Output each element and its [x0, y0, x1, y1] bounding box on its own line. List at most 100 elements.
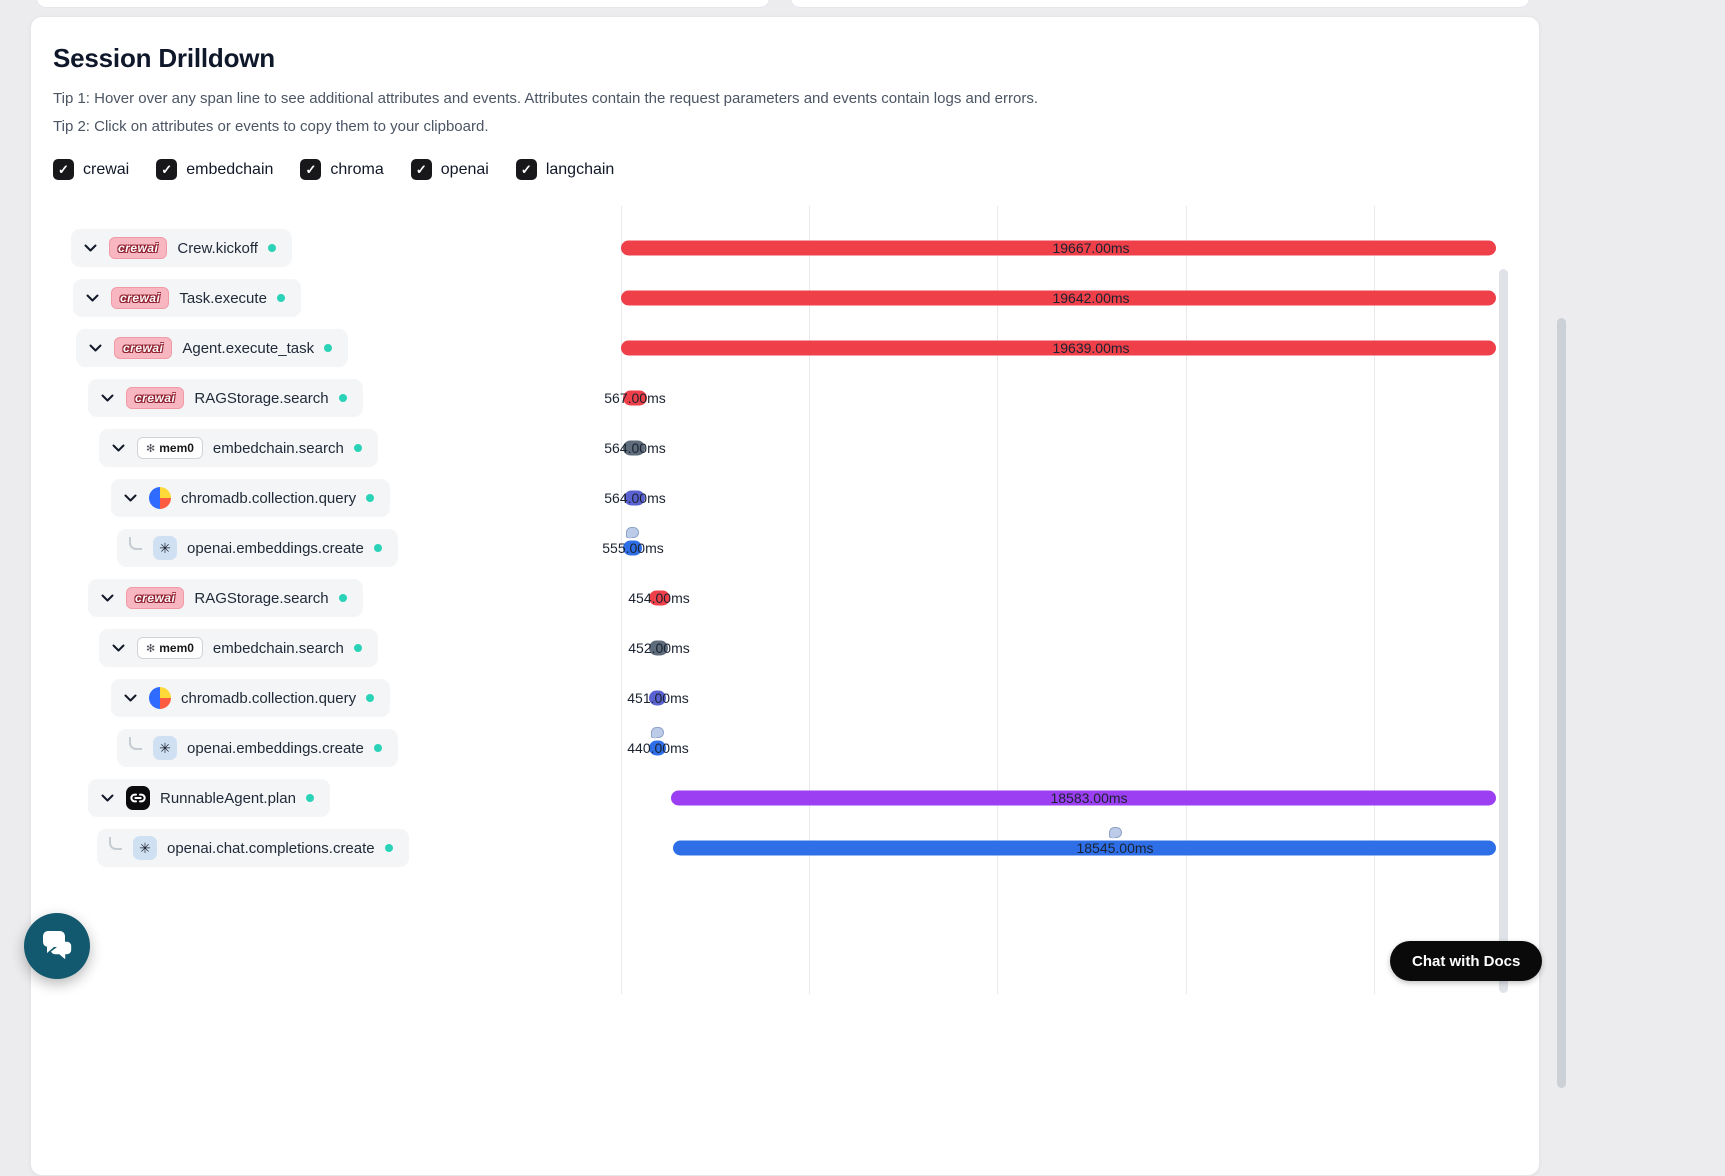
page-scrollbar[interactable]	[1557, 318, 1566, 1088]
span-bar[interactable]	[649, 740, 666, 756]
span-name: embedchain.search	[212, 439, 344, 457]
span-label-pill[interactable]: crewai Agent.execute_task	[76, 329, 349, 367]
span-row: crewai Task.execute 19642.00ms	[71, 273, 1517, 323]
chroma-logo	[149, 487, 171, 509]
checkbox-checked-icon[interactable]: ✓	[300, 159, 322, 180]
checkbox-checked-icon[interactable]: ✓	[515, 159, 537, 180]
span-bar[interactable]	[673, 840, 1496, 856]
span-row: crewai Agent.execute_task 19639.00ms	[71, 323, 1517, 373]
span-bar[interactable]	[623, 390, 647, 406]
tree-elbow-connector	[129, 737, 142, 750]
chat-widget-button[interactable]	[24, 913, 90, 979]
span-duration: 564.00ms	[604, 440, 666, 456]
span-label-pill[interactable]: chromadb.collection.query	[111, 479, 391, 517]
timeline-gridline	[809, 206, 810, 994]
span-label-pill[interactable]: chromadb.collection.query	[111, 679, 391, 717]
span-label-pill[interactable]: RunnableAgent.plan	[88, 779, 330, 817]
openai-logo: ✳	[133, 836, 157, 860]
openai-logo: ✳	[153, 736, 177, 760]
checkbox-checked-icon[interactable]: ✓	[53, 159, 74, 180]
span-label-pill[interactable]: ✻ mem0 embedchain.search	[99, 429, 378, 467]
span-name: chromadb.collection.query	[181, 689, 357, 707]
span-bar[interactable]	[621, 240, 1496, 256]
tree-elbow-connector	[129, 537, 142, 550]
span-row: chromadb.collection.query 564.00ms	[71, 473, 1517, 523]
span-label-pill[interactable]: crewai RAGStorage.search	[88, 579, 363, 617]
span-label-pill[interactable]: crewai Crew.kickoff	[71, 229, 292, 267]
span-name: RAGStorage.search	[194, 589, 329, 607]
chevron-down-icon[interactable]	[87, 342, 104, 354]
span-bar[interactable]	[621, 340, 1496, 356]
span-duration: 451.00ms	[627, 690, 689, 706]
span-duration: 454.00ms	[628, 590, 690, 606]
span-status-dot	[384, 844, 393, 852]
span-bar[interactable]	[624, 490, 645, 506]
span-row: crewai RAGStorage.search 567.00ms	[71, 373, 1517, 423]
mem0-logo-text: mem0	[159, 441, 194, 455]
span-name: Agent.execute_task	[182, 339, 315, 357]
span-duration: 18583.00ms	[1050, 790, 1128, 806]
span-bar[interactable]	[623, 540, 642, 556]
event-bubble-icon[interactable]	[626, 527, 639, 539]
crewai-logo: crewai	[126, 587, 185, 609]
timeline-gridline	[997, 206, 998, 994]
chevron-down-icon[interactable]	[122, 492, 139, 504]
span-status-dot	[366, 694, 375, 702]
span-status-dot	[353, 444, 362, 452]
filter-openai[interactable]: ✓ openai	[410, 159, 489, 180]
span-label-pill[interactable]: ✻ mem0 embedchain.search	[99, 629, 378, 667]
chevron-down-icon[interactable]	[110, 642, 127, 654]
chevron-down-icon[interactable]	[99, 592, 116, 604]
span-duration: 18545.00ms	[1076, 840, 1154, 856]
event-bubble-icon[interactable]	[1109, 827, 1122, 839]
span-bar[interactable]	[649, 590, 670, 606]
span-row: chromadb.collection.query 451.00ms	[71, 673, 1517, 723]
timeline-gridline	[1374, 206, 1375, 994]
event-bubble-icon[interactable]	[651, 727, 664, 739]
span-row: ✳ openai.embeddings.create 555.00ms	[71, 523, 1517, 573]
chat-bubbles-icon	[40, 930, 74, 962]
span-bar[interactable]	[649, 690, 666, 706]
crewai-logo: crewai	[126, 387, 185, 409]
timeline-gridline	[621, 206, 622, 994]
span-duration: 555.00ms	[602, 540, 664, 556]
span-name: Task.execute	[179, 289, 267, 307]
span-row: crewai RAGStorage.search 454.00ms	[71, 573, 1517, 623]
chevron-down-icon[interactable]	[99, 792, 116, 804]
chevron-down-icon[interactable]	[82, 242, 99, 254]
span-label-pill[interactable]: crewai RAGStorage.search	[88, 379, 363, 417]
span-label-pill[interactable]: ✳ openai.embeddings.create	[117, 729, 398, 767]
span-bar[interactable]	[623, 440, 645, 456]
chevron-down-icon[interactable]	[110, 442, 127, 454]
session-drilldown-card: Session Drilldown Tip 1: Hover over any …	[30, 16, 1540, 1176]
openai-logo: ✳	[153, 536, 177, 560]
chevron-down-icon[interactable]	[122, 692, 139, 704]
span-duration: 452.00ms	[628, 640, 690, 656]
span-bar[interactable]	[649, 640, 668, 656]
provider-filters: ✓ crewai ✓ embedchain ✓ chroma ✓ openai ✓ langcha…	[53, 159, 1517, 180]
span-status-dot	[373, 544, 382, 552]
crewai-logo: crewai	[111, 287, 170, 309]
span-name: embedchain.search	[212, 639, 344, 657]
checkbox-checked-icon[interactable]: ✓	[156, 159, 178, 180]
filter-chroma[interactable]: ✓ chroma	[300, 159, 384, 180]
chevron-down-icon[interactable]	[84, 292, 101, 304]
span-row: ✳ openai.chat.completions.create 18545.00m…	[71, 823, 1517, 873]
span-status-dot	[373, 744, 382, 752]
filter-langchain[interactable]: ✓ langchain	[515, 159, 614, 180]
span-label-pill[interactable]: ✳ openai.chat.completions.create	[97, 829, 409, 867]
span-bar[interactable]	[671, 790, 1496, 806]
span-bar[interactable]	[621, 290, 1496, 306]
span-label-pill[interactable]: ✳ openai.embeddings.create	[117, 529, 398, 567]
span-label-pill[interactable]: crewai Task.execute	[73, 279, 301, 317]
waterfall-scrollbar[interactable]	[1499, 269, 1508, 993]
chat-with-docs-button[interactable]: Chat with Docs	[1390, 941, 1543, 981]
filter-crewai[interactable]: ✓ crewai	[53, 159, 129, 180]
checkbox-checked-icon[interactable]: ✓	[410, 159, 432, 180]
tree-elbow-connector	[109, 837, 122, 850]
span-duration: 440.00ms	[627, 740, 689, 756]
chevron-down-icon[interactable]	[99, 392, 116, 404]
mem0-logo: ✻ mem0	[137, 637, 203, 659]
filter-embedchain[interactable]: ✓ embedchain	[156, 159, 273, 180]
span-status-dot	[276, 294, 285, 302]
